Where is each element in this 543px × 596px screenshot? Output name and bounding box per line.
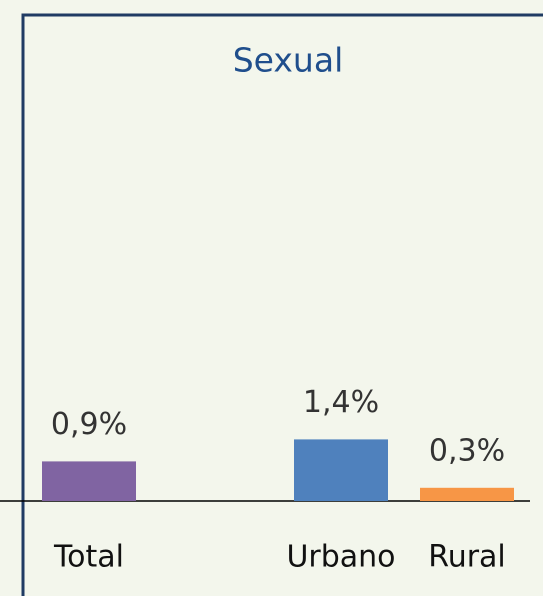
x-tick-label: Urbano: [286, 540, 395, 575]
data-label: 0,9%: [51, 407, 127, 442]
bar: [420, 487, 514, 501]
data-label: 0,3%: [429, 433, 505, 468]
frame: [21, 13, 543, 596]
bar: [42, 461, 136, 501]
data-label: 1,4%: [303, 385, 379, 420]
x-tick-label: Total: [53, 540, 124, 575]
chart-title: Sexual: [233, 41, 344, 80]
x-tick-label: Rural: [428, 540, 506, 575]
bar: [294, 439, 388, 501]
